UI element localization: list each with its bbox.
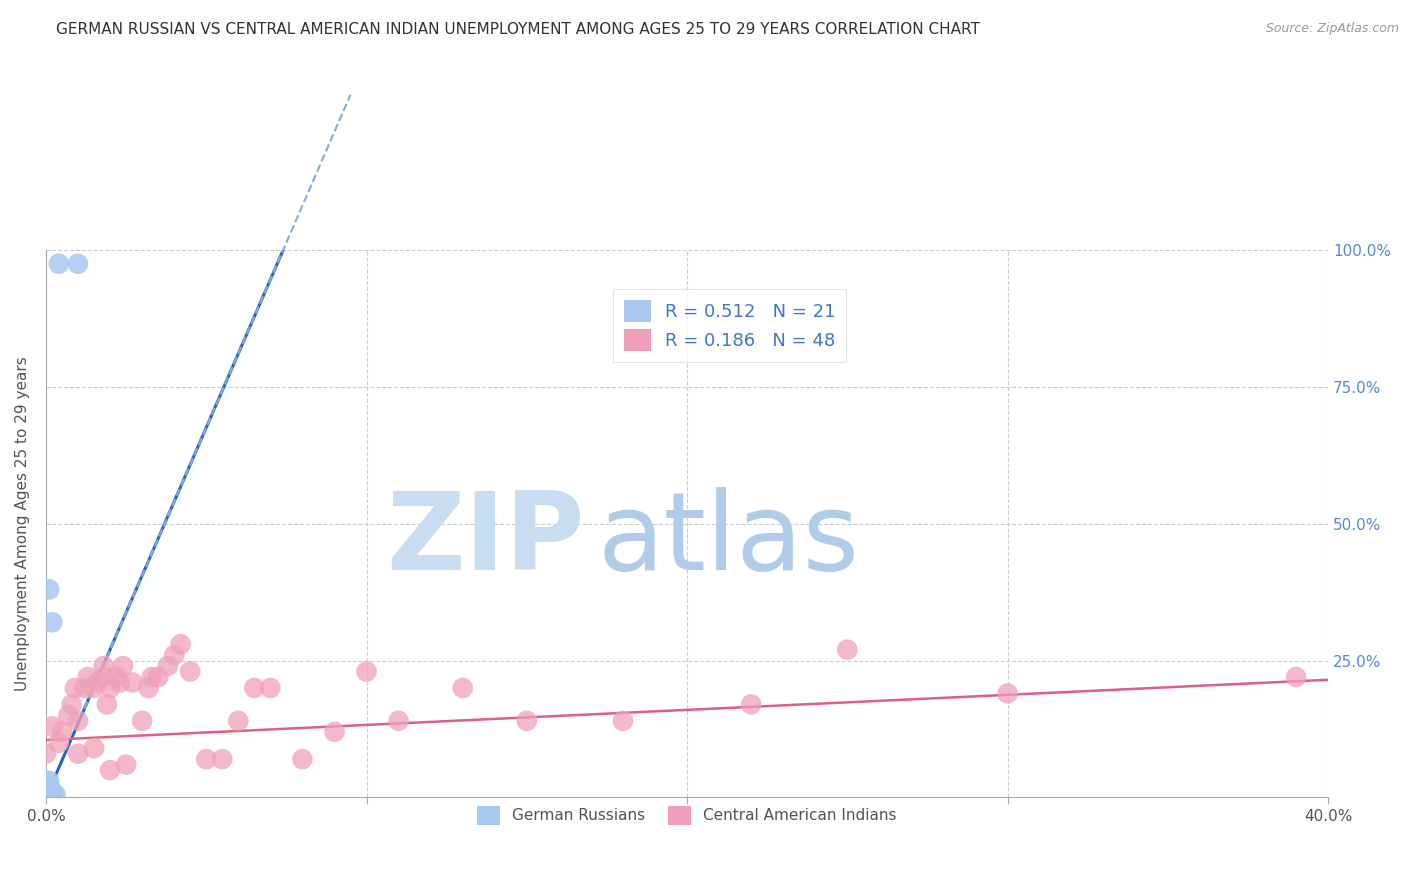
Point	[41, 615, 63, 630]
Point	[41, 785, 63, 799]
Point	[259, 681, 281, 695]
Point	[35, 788, 58, 802]
Point	[66, 257, 89, 271]
Point	[38, 788, 60, 802]
Point	[41, 719, 63, 733]
Point	[73, 681, 96, 695]
Point	[111, 659, 134, 673]
Point	[45, 788, 67, 802]
Point	[66, 714, 89, 728]
Point	[163, 648, 186, 662]
Point	[131, 714, 153, 728]
Point	[356, 665, 378, 679]
Legend: German Russians, Central American Indians: German Russians, Central American Indian…	[471, 800, 903, 830]
Point	[169, 637, 191, 651]
Y-axis label: Unemployment Among Ages 25 to 29 years: Unemployment Among Ages 25 to 29 years	[15, 357, 30, 691]
Point	[997, 686, 1019, 700]
Point	[291, 752, 314, 766]
Point	[35, 774, 58, 789]
Point	[96, 698, 118, 712]
Point	[211, 752, 233, 766]
Point	[35, 788, 58, 802]
Point	[387, 714, 409, 728]
Point	[146, 670, 169, 684]
Point	[51, 724, 73, 739]
Point	[98, 681, 121, 695]
Point	[156, 659, 179, 673]
Point	[516, 714, 538, 728]
Point	[48, 257, 70, 271]
Point	[138, 681, 160, 695]
Point	[93, 670, 115, 684]
Point	[141, 670, 163, 684]
Point	[243, 681, 266, 695]
Point	[41, 788, 63, 802]
Point	[1285, 670, 1308, 684]
Text: GERMAN RUSSIAN VS CENTRAL AMERICAN INDIAN UNEMPLOYMENT AMONG AGES 25 TO 29 YEARS: GERMAN RUSSIAN VS CENTRAL AMERICAN INDIA…	[56, 22, 980, 37]
Point	[323, 724, 346, 739]
Point	[93, 659, 115, 673]
Point	[66, 747, 89, 761]
Point	[38, 780, 60, 794]
Text: ZIP: ZIP	[387, 487, 585, 593]
Point	[41, 785, 63, 799]
Point	[35, 747, 58, 761]
Point	[121, 675, 143, 690]
Text: atlas: atlas	[598, 487, 859, 593]
Point	[108, 675, 131, 690]
Point	[226, 714, 249, 728]
Point	[38, 786, 60, 800]
Point	[38, 788, 60, 802]
Point	[837, 642, 859, 657]
Point	[83, 681, 105, 695]
Point	[35, 785, 58, 799]
Point	[35, 782, 58, 797]
Point	[76, 670, 98, 684]
Point	[179, 665, 201, 679]
Point	[60, 698, 83, 712]
Point	[612, 714, 634, 728]
Text: Source: ZipAtlas.com: Source: ZipAtlas.com	[1265, 22, 1399, 36]
Point	[35, 788, 58, 802]
Point	[451, 681, 474, 695]
Point	[105, 670, 128, 684]
Point	[35, 785, 58, 799]
Point	[38, 780, 60, 794]
Point	[195, 752, 218, 766]
Point	[38, 582, 60, 597]
Point	[86, 675, 108, 690]
Point	[115, 757, 138, 772]
Point	[38, 774, 60, 789]
Point	[740, 698, 762, 712]
Point	[58, 708, 80, 723]
Point	[83, 741, 105, 756]
Point	[48, 736, 70, 750]
Point	[63, 681, 86, 695]
Point	[98, 763, 121, 777]
